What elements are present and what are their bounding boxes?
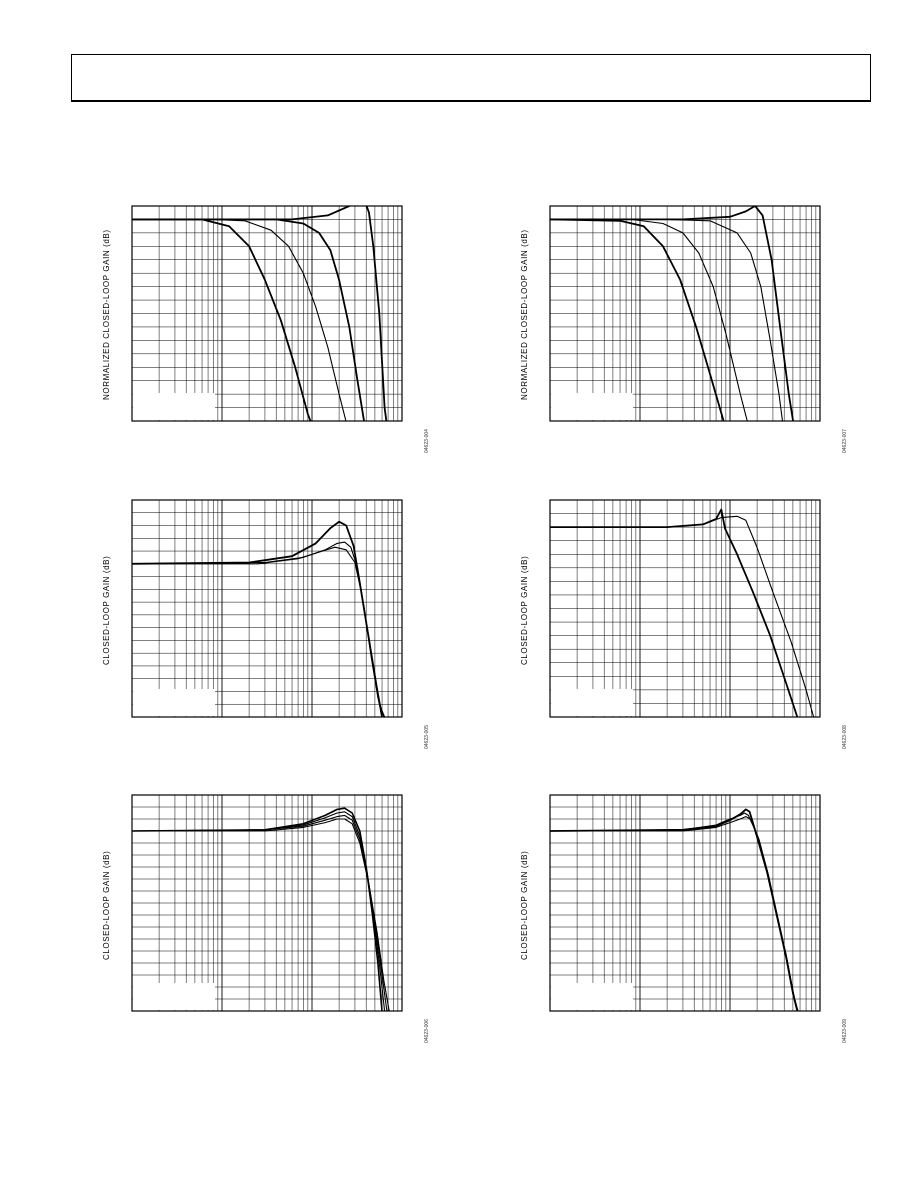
y-axis-label: NORMALIZED CLOSED-LOOP GAIN (dB) [520, 229, 529, 400]
chart-panel-p4: CLOSED-LOOP GAIN (dB) 04623-008 [520, 499, 848, 749]
legend-box [551, 393, 633, 420]
header-box [71, 54, 871, 102]
plot-frame [549, 205, 821, 422]
series-line-1 [550, 206, 794, 421]
y-axis-label: NORMALIZED CLOSED-LOOP GAIN (dB) [102, 229, 111, 400]
series-line-3 [132, 814, 388, 1011]
y-axis-label: CLOSED-LOOP GAIN (dB) [520, 555, 529, 666]
series-line-1 [550, 808, 799, 1011]
chart-panel-p3: CLOSED-LOOP GAIN (dB) 04623-005 [102, 499, 430, 749]
figure-id: 04623-006 [424, 1019, 430, 1043]
series-line-2 [550, 515, 815, 717]
plot-frame [549, 499, 821, 718]
legend-box [133, 983, 215, 1010]
series-line-3 [132, 546, 385, 717]
chart-panel-p6: CLOSED-LOOP GAIN (dB) 04623-009 [520, 794, 848, 1043]
legend-box [551, 983, 633, 1010]
chart-plot-p6 [549, 794, 821, 1012]
plot-frame [131, 499, 403, 718]
series-line-2 [132, 218, 365, 421]
figure-id: 04623-008 [842, 725, 848, 749]
legend-box [551, 689, 633, 716]
y-axis-label: CLOSED-LOOP GAIN (dB) [520, 850, 529, 960]
series-line-3 [550, 816, 799, 1011]
figure-id: 04623-009 [842, 1019, 848, 1043]
plot-frame [131, 205, 403, 422]
series-line-3 [132, 218, 347, 421]
figure-id: 04623-004 [424, 429, 430, 453]
series-line-3 [550, 218, 748, 421]
series-line-1 [132, 206, 388, 421]
plot-frame [549, 794, 821, 1012]
figure-id: 04623-005 [424, 725, 430, 749]
series-line-2 [132, 811, 386, 1011]
legend-box [133, 393, 215, 420]
legend-box [133, 689, 215, 716]
chart-plot-p2 [549, 205, 821, 422]
y-axis-label: CLOSED-LOOP GAIN (dB) [102, 555, 111, 666]
chart-plot-p5 [131, 794, 403, 1012]
chart-plot-p4 [549, 499, 821, 718]
series-line-2 [550, 218, 784, 421]
figure-id: 04623-007 [842, 429, 848, 453]
chart-plot-p3 [131, 499, 403, 718]
chart-panel-p2: NORMALIZED CLOSED-LOOP GAIN (dB) 04623-00… [520, 205, 848, 453]
y-axis-label: CLOSED-LOOP GAIN (dB) [102, 850, 111, 960]
series-line-4 [550, 218, 725, 421]
series-line-4 [132, 218, 312, 421]
chart-plot-p1 [131, 205, 403, 422]
chart-panel-p5: CLOSED-LOOP GAIN (dB) 04623-006 [102, 794, 430, 1043]
series-line-1 [132, 807, 383, 1011]
plot-frame [131, 794, 403, 1012]
chart-panel-p1: NORMALIZED CLOSED-LOOP GAIN (dB) 04623-00… [102, 205, 430, 453]
series-line-4 [132, 818, 390, 1011]
